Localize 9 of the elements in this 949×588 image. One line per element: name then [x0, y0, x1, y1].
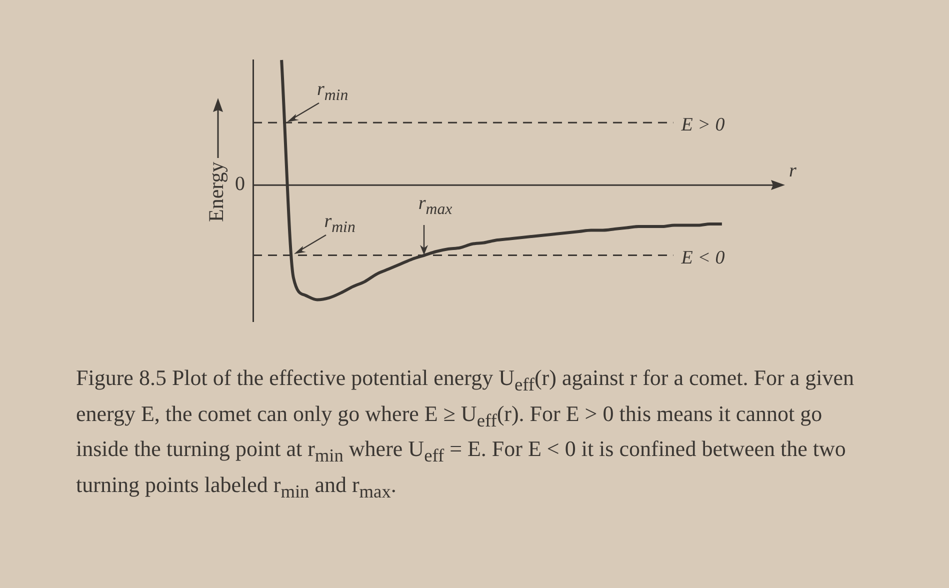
ref-line-label: E < 0: [680, 247, 726, 268]
x-axis-title: r: [789, 160, 797, 182]
annotation: r$_{min}$: [324, 211, 356, 238]
text: Figure 8.5 Plot of the effective potential energy U$_{eff}$(r) against r for a comet. For a given energy E, the comet can only go where E ≥ U$_{eff}$(r). For E > 0 this means it cannot go inside the turning point at r$_{min}$ where U$_{eff}$ = E. For E < 0 it is confined between the two turning points labeled r$_{min}$ and r$_{max}$.: [76, 365, 854, 502]
annotation: r$_{min}$: [316, 78, 348, 104]
text: 0: [235, 173, 245, 196]
ref-line-label: E > 0: [680, 114, 726, 136]
y-axis-title: Energy: [204, 162, 228, 222]
annotation: r$_{max}$: [418, 193, 452, 220]
